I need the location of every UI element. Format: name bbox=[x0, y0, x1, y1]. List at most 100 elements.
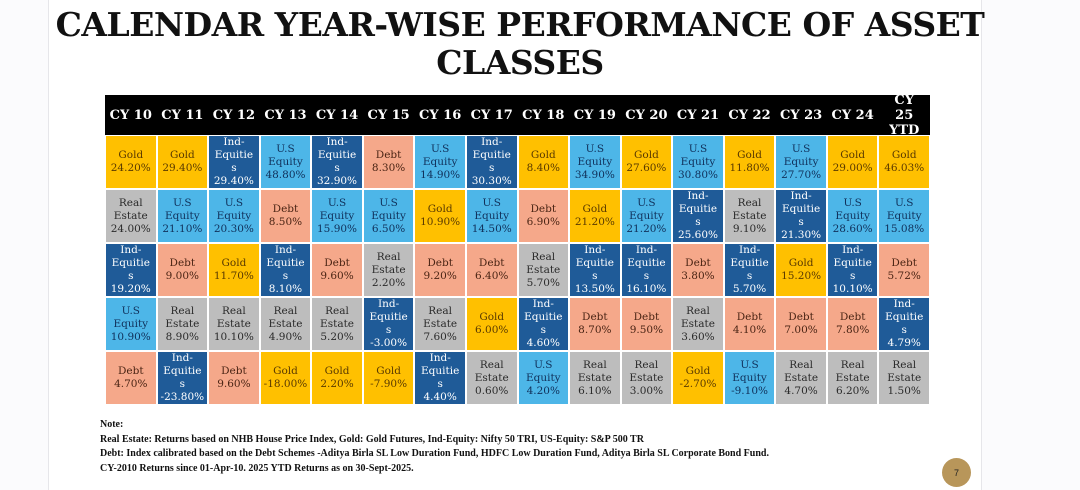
asset-label: Debt bbox=[272, 203, 299, 215]
table-cell: U.S Equity 4.20% bbox=[517, 351, 570, 405]
table-cell: Debt 9.60% bbox=[311, 243, 363, 297]
asset-label: Gold bbox=[427, 203, 453, 215]
return-value: 7.60% bbox=[423, 330, 457, 343]
table-cell: U.S Equity 34.90% bbox=[569, 135, 621, 189]
return-value: 5.70% bbox=[526, 276, 560, 289]
asset-label: Debt bbox=[685, 257, 711, 269]
table-cell: Real Estate 6.10% bbox=[569, 351, 621, 405]
table-cell: U.S Equity 21.20% bbox=[620, 189, 673, 243]
return-value: 7.80% bbox=[835, 324, 870, 336]
return-value: 5.70% bbox=[732, 283, 767, 295]
asset-label: Ind-Equities bbox=[163, 352, 202, 390]
return-value: 14.90% bbox=[420, 168, 461, 181]
asset-label: Debt bbox=[117, 365, 144, 377]
asset-label: U.S Equity bbox=[886, 196, 922, 222]
return-value: 25.60% bbox=[677, 229, 718, 241]
return-value: 46.03% bbox=[884, 162, 925, 174]
table-cell: Ind-Equities 16.10% bbox=[620, 243, 673, 297]
table-cell: Debt 9.20% bbox=[414, 243, 466, 297]
return-value: -7.90% bbox=[370, 378, 408, 390]
table-cell: Real Estate 24.00% bbox=[105, 189, 157, 243]
return-value: 15.20% bbox=[781, 270, 822, 282]
asset-label: Gold bbox=[324, 365, 350, 377]
note-line: Real Estate: Returns based on NHB House … bbox=[100, 433, 644, 445]
column-header: CY 23 bbox=[779, 107, 823, 123]
column-header: CY 15 bbox=[367, 107, 410, 123]
asset-label: Gold bbox=[376, 365, 401, 377]
notes: Note: Real Estate: Returns based on NHB … bbox=[100, 418, 769, 476]
table-cell: U.S Equity 20.30% bbox=[208, 189, 260, 243]
table-cell: Debt 3.80% bbox=[672, 243, 724, 297]
return-value: 4.20% bbox=[526, 384, 560, 397]
return-value: 48.80% bbox=[265, 168, 306, 181]
asset-label: Real Estate bbox=[577, 358, 612, 384]
column-header: CY 16 bbox=[419, 107, 462, 123]
return-value: 8.70% bbox=[578, 324, 612, 336]
table-cell: Real Estate 3.60% bbox=[672, 297, 724, 351]
asset-label: Ind-Equities bbox=[369, 298, 408, 336]
return-value: 29.00% bbox=[832, 162, 873, 174]
table-cell: U.S Equity 48.80% bbox=[259, 135, 312, 189]
return-value: 10.10% bbox=[213, 330, 254, 343]
return-value: 8.90% bbox=[165, 330, 200, 343]
table-cell: Debt 8.50% bbox=[259, 189, 312, 243]
asset-label: Real Estate bbox=[216, 304, 251, 330]
asset-label: Ind-Equities bbox=[781, 190, 821, 228]
table-cell: Real Estate 0.60% bbox=[465, 351, 518, 405]
return-value: 4.60% bbox=[526, 337, 560, 349]
column-header: CY 13 bbox=[264, 107, 307, 123]
return-value: 4.79% bbox=[887, 337, 921, 349]
return-value: 3.80% bbox=[681, 270, 715, 282]
return-value: 7.00% bbox=[784, 324, 818, 336]
column-header: CY 20 bbox=[625, 107, 668, 123]
table-cell: Gold -2.70% bbox=[672, 351, 724, 405]
table-cell: Real Estate 1.50% bbox=[878, 351, 930, 405]
return-value: 4.90% bbox=[268, 330, 303, 343]
return-value: 6.10% bbox=[578, 384, 612, 397]
return-value: -23.80% bbox=[160, 391, 205, 403]
asset-label: Debt bbox=[427, 257, 453, 269]
return-value: 9.60% bbox=[320, 270, 354, 282]
table-cell: Gold 6.00% bbox=[465, 297, 518, 351]
table-cell: Ind-Equities -3.00% bbox=[362, 297, 415, 351]
return-value: 4.70% bbox=[784, 384, 818, 397]
table-cell: Debt 6.90% bbox=[517, 189, 570, 243]
table-cell: Gold -7.90% bbox=[362, 351, 415, 405]
return-value: 21.10% bbox=[162, 222, 203, 235]
table-cell: Real Estate 4.90% bbox=[259, 297, 312, 351]
column-header: CY 21 bbox=[676, 107, 720, 123]
page-number-badge: 7 bbox=[942, 458, 971, 487]
table-cell: Gold 46.03% bbox=[878, 135, 930, 189]
asset-label: Gold bbox=[273, 365, 298, 377]
asset-label: Real Estate bbox=[835, 358, 870, 384]
asset-label: Debt bbox=[633, 311, 660, 323]
table-cell: Real Estate 5.70% bbox=[517, 243, 570, 297]
table-cell: Ind-Equities 4.79% bbox=[878, 297, 930, 351]
asset-label: Ind-Equities bbox=[627, 244, 666, 282]
return-value: 30.30% bbox=[471, 175, 512, 187]
return-value: 21.30% bbox=[781, 229, 822, 241]
asset-label: Debt bbox=[736, 311, 763, 323]
asset-label: U.S Equity bbox=[732, 358, 767, 384]
asset-label: Gold bbox=[634, 149, 659, 161]
table-cell: Debt 4.10% bbox=[723, 297, 776, 351]
asset-label: Gold bbox=[118, 149, 144, 161]
column-header: CY 11 bbox=[161, 107, 204, 123]
table-cell: Ind-Equities 8.10% bbox=[259, 243, 312, 297]
asset-label: Debt bbox=[375, 149, 402, 161]
return-value: 2.20% bbox=[320, 378, 354, 390]
asset-label: Real Estate bbox=[371, 250, 406, 276]
asset-label: Ind-Equities bbox=[472, 136, 511, 174]
asset-label: U.S Equity bbox=[525, 358, 561, 384]
asset-label: Ind-Equities bbox=[575, 244, 614, 282]
return-value: -3.00% bbox=[370, 337, 408, 349]
table-cell: Real Estate 5.20% bbox=[311, 297, 363, 351]
asset-label: Debt bbox=[788, 311, 814, 323]
column-header: CY 12 bbox=[212, 107, 256, 123]
table-cell: Ind-Equities 29.40% bbox=[208, 135, 260, 189]
return-value: 24.00% bbox=[110, 222, 151, 235]
return-value: 9.10% bbox=[732, 222, 767, 235]
return-value: 11.80% bbox=[729, 162, 770, 174]
asset-label: Ind-Equities bbox=[833, 244, 872, 282]
asset-label: Ind-Equities bbox=[730, 244, 769, 282]
